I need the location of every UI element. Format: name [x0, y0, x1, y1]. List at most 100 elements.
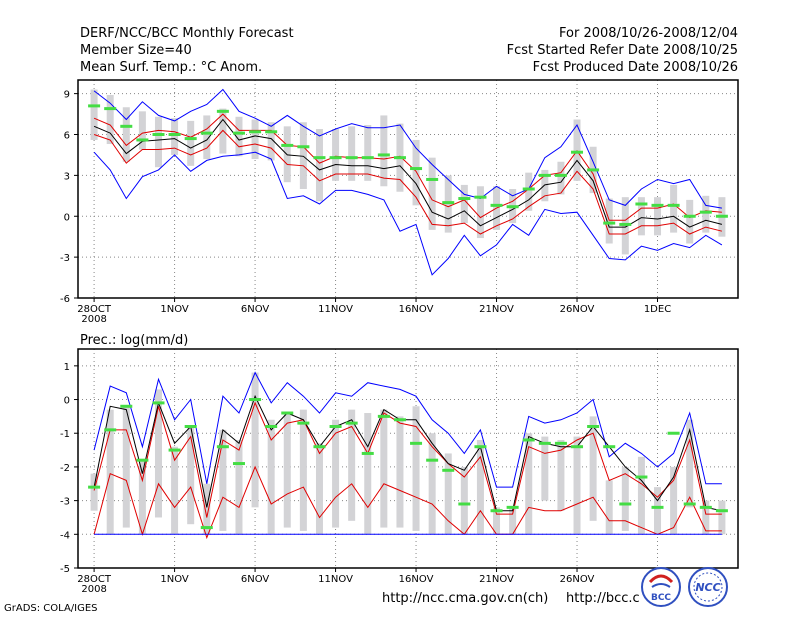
spread-box: [203, 483, 211, 535]
spread-box: [267, 419, 275, 535]
series-lower-line: [93, 129, 723, 235]
y-tick-label: -4: [60, 530, 70, 541]
y-tick-label: -3: [60, 253, 70, 264]
y-tick-label: 6: [64, 131, 70, 142]
spread-box: [364, 124, 372, 181]
y-tick-label: 0: [64, 396, 70, 407]
y-tick-label: -1: [60, 429, 70, 440]
x-tick-label: 21NOV: [479, 304, 514, 315]
spread-box: [364, 413, 372, 535]
member-size: Member Size=40: [80, 43, 192, 58]
spread-box: [444, 453, 452, 535]
x-tick-label: 16NOV: [399, 304, 434, 315]
x-tick-label: 16NOV: [399, 574, 434, 585]
spread-box: [106, 94, 114, 145]
x-year-label: 2008: [81, 584, 106, 595]
x-tick-label: 1NOV: [160, 574, 189, 585]
spread-box: [315, 129, 323, 202]
series-mean-line: [93, 118, 723, 228]
x-tick-label: 6NOV: [241, 574, 270, 585]
bcc-ncc-logos: BCC NCC: [641, 567, 728, 607]
spread-box: [154, 116, 162, 168]
spread-box: [428, 157, 436, 230]
spread-box: [332, 419, 340, 528]
precipitation-panel: -5 -4 -3 -2 -1 0 1 28OCT 1NOV 6NOV 11NOV 16NOV 21NOV…: [60, 348, 739, 595]
spread-box: [428, 433, 436, 535]
spread-box: [380, 409, 388, 528]
spread-box: [251, 119, 259, 160]
fcst-produced-date: Fcst Produced Date 2008/10/26: [532, 60, 738, 75]
spread-box: [718, 500, 726, 535]
spread-box: [493, 507, 501, 535]
forecast-title: DERF/NCC/BCC Monthly Forecast: [80, 26, 294, 41]
spread-box: [106, 409, 114, 535]
bcc-logo-text: BCC: [651, 593, 671, 603]
spread-box: [203, 115, 211, 160]
spread-box: [187, 426, 195, 525]
spread-box: [654, 197, 662, 236]
x-tick-label: 21NOV: [479, 574, 514, 585]
spread-box: [525, 433, 533, 535]
spread-box: [509, 507, 517, 535]
x-tick-label: 1DEC: [644, 304, 671, 315]
x-year-label: 2008: [81, 314, 106, 325]
x-tick-label: 11NOV: [318, 574, 353, 585]
spread-box: [541, 436, 549, 501]
y-tick-label: -6: [60, 294, 70, 305]
spread-box: [348, 409, 356, 521]
y-tick-label: 1: [64, 362, 70, 373]
spread-box: [557, 439, 565, 511]
plot-frame: [77, 79, 739, 299]
spread-box: [251, 372, 259, 508]
spread-box: [654, 487, 662, 535]
series-lower-line: [93, 465, 722, 540]
y-tick-label: 9: [64, 90, 70, 101]
ncc-url-link[interactable]: http://ncc.cma.gov.cn(ch): [382, 591, 549, 606]
x-tick-label: 28OCT: [77, 304, 112, 315]
fcst-started-date: Fcst Started Refer Date 2008/10/25: [506, 43, 738, 58]
series-min-line: [93, 151, 723, 276]
spread-box: [380, 115, 388, 187]
spread-box: [396, 416, 404, 528]
spread-box: [460, 184, 468, 224]
spread-box: [138, 460, 146, 535]
spread-box: [605, 480, 613, 535]
spread-box: [332, 129, 340, 181]
y-tick-label: 0: [64, 212, 70, 223]
forecast-period: For 2008/10/26-2008/12/04: [559, 26, 738, 41]
spread-box: [686, 199, 694, 244]
ncc-logo-text: NCC: [695, 581, 720, 594]
spread-box: [670, 184, 678, 233]
bcc-logo-icon: BCC: [641, 567, 681, 607]
spread-box: [702, 195, 710, 233]
x-tick-label: 6NOV: [241, 304, 270, 315]
spread-box: [154, 389, 162, 518]
spread-box: [138, 111, 146, 150]
spread-box: [171, 446, 179, 535]
y-tick-label: 3: [64, 171, 70, 182]
spread-box: [299, 409, 307, 531]
temp-variable-label: Mean Surf. Temp.: °C Anom.: [80, 60, 263, 75]
spread-box: [90, 473, 98, 511]
spread-box: [621, 466, 629, 531]
spread-box: [90, 89, 98, 140]
series-max-line: [93, 88, 722, 209]
spread-box: [573, 436, 581, 535]
spread-box: [235, 439, 243, 535]
x-tick-label: 28OCT: [77, 574, 112, 585]
series-max-line: [93, 371, 722, 488]
spread-box: [476, 186, 484, 239]
x-tick-label: 1NOV: [160, 304, 189, 315]
spread-box: [315, 443, 323, 535]
spread-box: [589, 416, 597, 521]
precip-panel-title: Prec.: log(mm/d): [80, 333, 188, 348]
spread-box: [267, 122, 275, 161]
spread-box: [348, 126, 356, 181]
spread-box: [122, 107, 130, 162]
spread-box: [686, 419, 694, 508]
spread-box: [219, 429, 227, 531]
spread-box: [460, 466, 468, 535]
spread-box: [235, 116, 243, 157]
spread-box: [122, 406, 130, 528]
bcc-url-link[interactable]: http://bcc.c: [566, 591, 640, 606]
